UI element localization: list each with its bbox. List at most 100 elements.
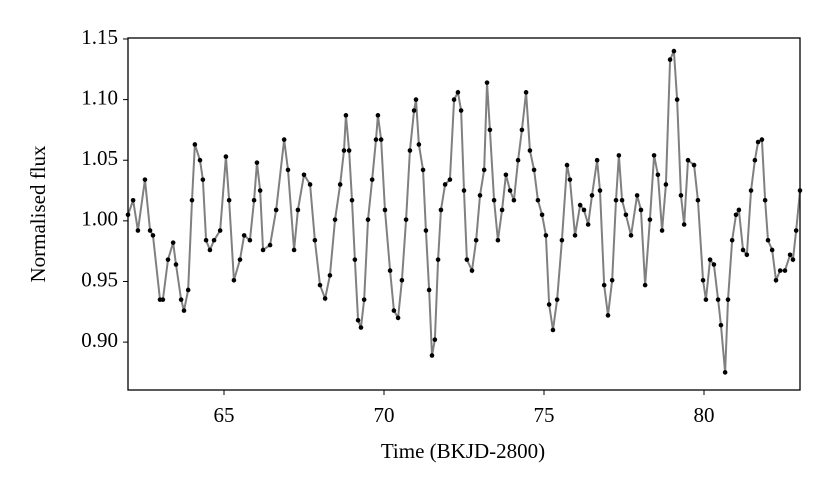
flux-point [678,193,684,198]
flux-point [667,57,673,62]
flux-point [395,315,401,321]
flux-point [527,148,533,153]
flux-point [247,237,253,243]
flux-point [327,273,333,278]
flux-point [343,113,349,118]
flux-point [613,197,619,203]
flux-point [369,177,375,182]
y-axis-label: Normalised flux [26,145,50,283]
x-tick-label: 80 [694,403,715,427]
flux-point [382,207,388,213]
flux-point [226,197,232,203]
flux-point [601,282,607,288]
flux-point [535,197,541,203]
flux-point [432,337,438,342]
flux-point [403,217,409,222]
flux-point [407,148,413,153]
flux-point [301,172,307,178]
flux-point [464,257,470,262]
flux-point [755,139,761,145]
flux-point [135,228,141,233]
flux-point [577,202,583,208]
flux-point [307,182,313,187]
flux-point [748,188,754,193]
flux-point [438,207,444,213]
flux-point [790,257,796,262]
flux-point [663,182,669,187]
flux-point [700,277,706,283]
flux-point [173,262,179,267]
flux-point [237,257,243,262]
flux-point [178,297,184,302]
flux-point [715,297,721,302]
flux-point [543,233,549,238]
flux-point [391,308,397,313]
flux-point [659,228,665,233]
y-tick-label: 0.90 [81,328,118,352]
flux-point [642,282,648,288]
flux-point [203,237,209,243]
flux-point [481,167,487,173]
flux-point [295,207,301,213]
flux-point [291,247,297,253]
flux-point [707,257,713,262]
flux-point [451,97,457,102]
flux-point [703,297,709,302]
flux-point [223,154,229,159]
flux-point [752,157,758,163]
flux-point [539,212,545,218]
flux-point [609,277,615,283]
flux-point [185,287,191,293]
flux-point [681,222,687,227]
flux-point [352,257,358,262]
flux-point [413,97,419,102]
flux-point [491,197,497,203]
flux-point [200,177,206,182]
flux-point [378,137,384,142]
flux-point [503,172,509,178]
flux-point [594,157,600,163]
flux-point [564,162,570,168]
flux-point [373,137,379,142]
flux-point [435,257,441,262]
flux-point [241,233,247,238]
flux-point [619,197,625,203]
flux-point [285,167,291,173]
y-tick-label: 1.10 [81,85,118,109]
flux-point [254,160,260,165]
flux-point [423,228,429,233]
flux-point [559,237,565,243]
flux-point [773,277,779,283]
flux-point [515,157,521,163]
flux-point [777,268,783,273]
plot-frame [127,37,801,391]
y-tick-label: 0.95 [81,267,118,291]
flux-point [346,148,352,153]
flux-point [429,353,435,358]
flux-point [358,325,364,330]
flux-point [341,148,347,153]
y-tick-label: 1.00 [81,207,118,231]
flux-point [711,262,717,267]
flux-point [581,207,587,213]
flux-point [623,212,629,218]
flux-point [729,237,735,243]
flux-point [725,297,731,302]
flux-point [759,137,765,142]
flux-point [160,297,166,302]
x-tick-label: 65 [214,403,235,427]
flux-point [150,233,156,238]
flux-point [332,217,338,222]
flux-point [605,313,611,318]
flux-point [585,222,591,227]
flux-point [181,308,187,313]
flux-point [507,188,513,193]
flux-point [420,167,426,173]
flux-point [260,247,266,253]
flux-point [361,297,367,302]
flux-point [197,157,203,163]
flux-point [442,182,448,187]
flux-point [192,142,198,147]
flux-point [651,153,657,158]
